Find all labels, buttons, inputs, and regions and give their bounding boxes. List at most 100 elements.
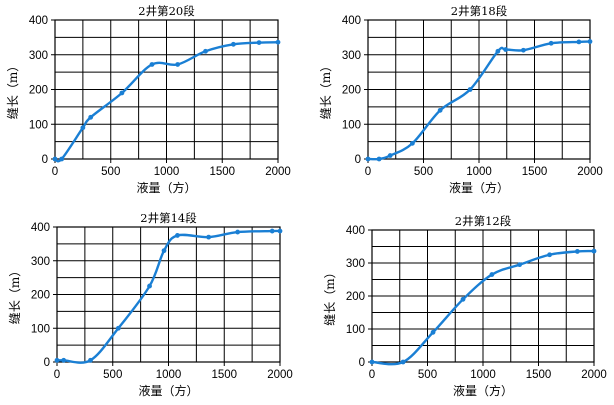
x-tick-label: 500	[103, 369, 122, 381]
data-point	[203, 48, 208, 54]
data-point	[591, 248, 597, 254]
y-tick-label: 200	[342, 85, 361, 97]
chart-title: 2井第14段	[140, 211, 197, 225]
data-point	[61, 357, 67, 363]
data-point	[161, 248, 167, 254]
data-point	[410, 140, 415, 146]
x-tick-label: 2000	[577, 166, 603, 178]
y-tick-label: 200	[346, 291, 365, 303]
data-point	[59, 156, 65, 162]
x-axis-label: 液量（方）	[136, 180, 196, 195]
data-point	[517, 262, 523, 268]
data-point	[88, 357, 93, 363]
x-tick-label: 500	[418, 369, 437, 381]
y-tick-label: 400	[342, 15, 361, 27]
data-point	[119, 90, 125, 96]
data-point	[489, 272, 495, 277]
y-axis-label: 缝长（m）	[318, 60, 333, 119]
data-point	[54, 357, 60, 363]
y-tick-label: 400	[31, 222, 50, 234]
panel-4: 0 500 1000 1500 2000 0 100 200 300 400 2井第12段液量（方）…	[322, 214, 607, 398]
chart-title: 2井第12段	[455, 214, 512, 228]
y-tick-label: 0	[355, 154, 361, 166]
data-point	[503, 47, 509, 52]
y-tick-label: 100	[346, 324, 365, 336]
data-point	[269, 228, 275, 234]
x-tick-label: 1500	[209, 166, 235, 178]
data-point	[52, 156, 58, 162]
data-point	[521, 47, 526, 53]
data-point	[175, 62, 181, 67]
y-axis-label: 缝长（m）	[5, 60, 20, 119]
x-tick-label: 1000	[156, 369, 182, 381]
x-axis-label: 液量（方）	[453, 383, 513, 398]
y-tick-label: 300	[342, 50, 361, 62]
y-tick-label: 300	[346, 258, 365, 270]
x-tick-label: 1500	[522, 166, 548, 178]
x-tick-label: 500	[101, 166, 120, 178]
y-tick-label: 200	[29, 85, 48, 97]
x-tick-label: 500	[414, 166, 433, 178]
y-axis-label: 缝长（m）	[322, 266, 337, 325]
y-tick-label: 0	[359, 357, 365, 369]
x-tick-label: 1500	[211, 369, 237, 381]
x-tick-label: 0	[54, 369, 60, 381]
data-point	[175, 233, 180, 238]
data-point	[88, 114, 94, 120]
data-point	[369, 359, 375, 365]
data-point	[400, 359, 406, 365]
data-point	[387, 153, 393, 158]
y-tick-label: 100	[342, 119, 361, 131]
chart-title: 2井第20段	[138, 4, 195, 18]
data-point	[277, 228, 283, 234]
data-point	[206, 234, 212, 240]
x-tick-label: 0	[365, 166, 371, 178]
data-point	[256, 40, 262, 45]
panel-1: 0 500 1000 1500 2000 0 100 200 300 400 2井第20段液量（方）…	[5, 4, 291, 195]
y-tick-label: 0	[42, 154, 48, 166]
x-tick-label: 1500	[526, 369, 552, 381]
x-tick-label: 1000	[154, 166, 180, 178]
x-tick-label: 0	[369, 369, 375, 381]
y-tick-label: 400	[29, 15, 48, 27]
data-point	[365, 156, 371, 162]
data-point	[80, 125, 86, 131]
x-tick-label: 1000	[470, 369, 496, 381]
data-point	[548, 40, 554, 46]
y-tick-label: 100	[31, 323, 50, 335]
x-tick-label: 2000	[581, 369, 607, 381]
data-point	[275, 39, 281, 45]
x-tick-label: 0	[52, 166, 58, 178]
y-tick-label: 0	[44, 357, 50, 369]
data-point	[467, 87, 473, 92]
panel-2: 0 500 1000 1500 2000 0 100 200 300 400 2井第18段液量（方）…	[318, 4, 603, 195]
data-point	[576, 39, 582, 45]
x-axis-label: 液量（方）	[138, 383, 198, 398]
y-tick-label: 400	[346, 225, 365, 237]
data-point	[495, 48, 501, 54]
y-tick-label: 300	[29, 50, 48, 62]
data-point	[376, 156, 382, 162]
data-point	[460, 296, 466, 302]
x-tick-label: 1000	[466, 166, 492, 178]
data-point	[574, 249, 580, 254]
data-point	[231, 41, 236, 47]
y-tick-label: 300	[31, 256, 50, 268]
panel-3: 0 500 1000 1500 2000 0 100 200 300 400 2井第14段液量（方）…	[7, 211, 293, 398]
y-tick-label: 100	[29, 119, 48, 131]
data-point	[149, 62, 155, 67]
x-axis-label: 液量（方）	[449, 180, 509, 195]
x-tick-label: 2000	[267, 369, 293, 381]
y-axis-label: 缝长（m）	[7, 265, 22, 324]
y-tick-label: 200	[31, 290, 50, 302]
chart-title: 2井第18段	[451, 4, 508, 18]
data-point	[437, 107, 443, 113]
data-point	[430, 329, 436, 335]
data-point	[115, 325, 121, 331]
data-point	[547, 252, 552, 258]
data-point	[147, 283, 152, 289]
data-point	[587, 39, 593, 44]
data-point	[235, 229, 241, 235]
